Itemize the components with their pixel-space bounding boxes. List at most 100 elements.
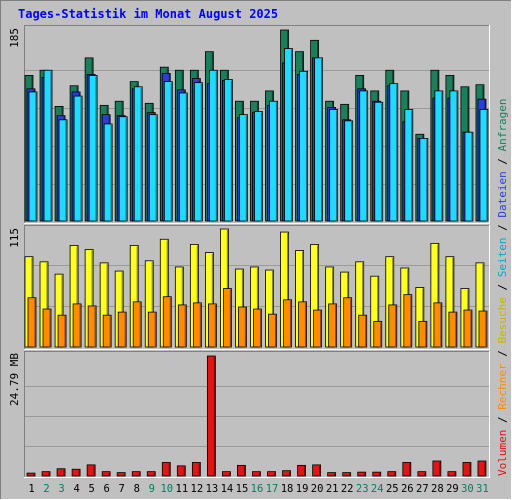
bar-volumen-day-11: [176, 465, 186, 477]
bar-volumen-day-9: [146, 471, 156, 477]
bar-seiten-day-25-shade: [396, 84, 398, 220]
bar-volumen-day-19-shade: [303, 466, 306, 475]
bar-besuche-day-9-shade: [151, 261, 153, 346]
bar-seiten-day-3-shade: [65, 120, 67, 220]
bar-rechner-day-16-shade: [259, 310, 262, 346]
bar-volumen-day-16: [252, 471, 261, 477]
bar-seiten-day-24-shade: [381, 103, 383, 220]
legend: Volumen / Rechner / Besuche / Seiten / D…: [496, 98, 509, 476]
bar-rechner-day-21: [328, 303, 338, 348]
bar-volumen-day-15-shade: [243, 466, 246, 475]
bar-besuche-day-7-shade: [121, 272, 123, 346]
bar-besuche-day-31-shade: [482, 263, 484, 346]
bar-seiten-day-7: [118, 116, 128, 222]
legend-separator: /: [496, 277, 509, 297]
bar-seiten-day-16: [254, 111, 263, 222]
bar-rechner-day-19-shade: [304, 302, 307, 346]
bar-volumen-day-22-shade: [349, 473, 351, 475]
bar-volumen-day-29: [447, 471, 457, 477]
bar-volumen-day-26-shade: [409, 463, 411, 475]
bar-rechner-day-5: [87, 305, 97, 348]
bar-rechner-day-3: [57, 314, 67, 348]
bar-rechner-day-17: [268, 313, 277, 348]
bar-seiten-day-20-shade: [321, 58, 323, 221]
bar-seiten-day-12-shade: [200, 83, 202, 220]
bar-besuche-day-28-shade: [437, 244, 439, 346]
x-tick-label-day-30: 30: [461, 483, 474, 495]
bar-rechner-day-9-shade: [154, 313, 156, 346]
bar-volumen-day-6-shade: [108, 472, 110, 475]
bar-rechner-day-25-shade: [395, 305, 397, 346]
bar-volumen-day-20-shade: [319, 465, 321, 475]
bar-volumen-day-9-shade: [153, 472, 155, 475]
x-tick-label-day-7: 7: [119, 483, 125, 495]
x-tick-label-day-10: 10: [160, 483, 173, 495]
bar-rechner-day-15-shade: [244, 307, 247, 346]
bar-seiten-day-26-shade: [411, 110, 413, 220]
bar-seiten-day-30-shade: [471, 133, 473, 220]
bar-volumen-day-11-shade: [183, 466, 185, 475]
bar-volumen-day-12: [191, 462, 201, 477]
bar-seiten-day-20: [314, 57, 324, 222]
bar-rechner-day-26: [403, 294, 413, 348]
bar-rechner-day-25: [388, 304, 398, 348]
bar-seiten-day-6-shade: [110, 124, 112, 220]
bar-rechner-day-17-shade: [274, 315, 277, 346]
bar-volumen-day-13-shade: [213, 357, 215, 475]
bar-seiten-day-27: [419, 138, 429, 222]
bar-seiten-day-14: [224, 79, 233, 222]
legend-volumen: Volumen: [496, 430, 509, 476]
bar-volumen-day-4-shade: [78, 470, 80, 475]
bar-besuche-day-3-shade: [61, 275, 63, 346]
bar-rechner-day-15: [238, 306, 247, 348]
bar-seiten-day-2-shade: [50, 71, 52, 220]
bar-volumen-day-17: [267, 471, 276, 477]
bar-seiten-day-19-shade: [305, 72, 308, 220]
bar-seiten-day-1: [28, 91, 38, 222]
bar-rechner-day-26-shade: [410, 295, 412, 346]
bar-seiten-day-15: [239, 114, 248, 222]
bar-besuche-day-29-shade: [452, 257, 454, 346]
x-tick-label-day-11: 11: [176, 483, 189, 495]
bar-volumen-day-2-shade: [48, 472, 50, 475]
bar-seiten-day-21: [329, 109, 339, 222]
legend-text: Volumen / Rechner / Besuche / Seiten / D…: [496, 98, 509, 476]
x-tick-label-day-13: 13: [206, 483, 219, 495]
bar-seiten-day-18: [284, 48, 293, 222]
x-tick-label-day-12: 12: [191, 483, 204, 495]
bar-besuche-day-23-shade: [362, 262, 364, 346]
bar-volumen-day-25: [387, 471, 397, 477]
bar-seiten-day-12: [193, 82, 203, 222]
bar-rechner-day-24-shade: [380, 322, 382, 346]
panel-bottom: [24, 351, 490, 478]
bar-besuche-day-13-shade: [211, 253, 213, 346]
bar-volumen-day-5-shade: [93, 465, 95, 475]
bar-seiten-day-22: [344, 120, 354, 222]
bar-seiten-day-2: [43, 69, 53, 222]
bar-volumen-day-3-shade: [63, 469, 65, 475]
x-tick-label-day-25: 25: [386, 483, 399, 495]
bar-volumen-day-12-shade: [198, 463, 200, 475]
x-tick-label-day-4: 4: [73, 483, 79, 495]
bar-seiten-day-5-shade: [95, 76, 97, 220]
x-tick-label-day-20: 20: [311, 483, 324, 495]
bar-besuche-day-17-shade: [271, 271, 274, 346]
bar-volumen-day-8-shade: [138, 472, 140, 475]
bar-seiten-day-4: [73, 95, 83, 222]
bar-volumen-day-4: [71, 468, 81, 477]
bar-volumen-day-15: [237, 464, 246, 477]
bar-volumen-day-21: [327, 472, 337, 477]
legend-rechner: Rechner: [496, 363, 509, 410]
bar-seiten-day-9-shade: [155, 115, 157, 220]
bar-volumen-day-31: [477, 460, 487, 477]
bar-rechner-day-31: [478, 310, 488, 348]
bar-volumen-day-24: [372, 471, 382, 477]
bar-seiten-day-7-shade: [125, 117, 127, 220]
bar-rechner-day-29: [448, 311, 458, 348]
bar-besuche-day-19-shade: [301, 251, 304, 346]
chart-title: Tages-Statistik im Monat August 2025: [18, 7, 279, 21]
bar-rechner-day-22-shade: [350, 298, 352, 346]
bar-rechner-day-31-shade: [485, 312, 487, 346]
bar-rechner-day-18-shade: [289, 300, 292, 346]
